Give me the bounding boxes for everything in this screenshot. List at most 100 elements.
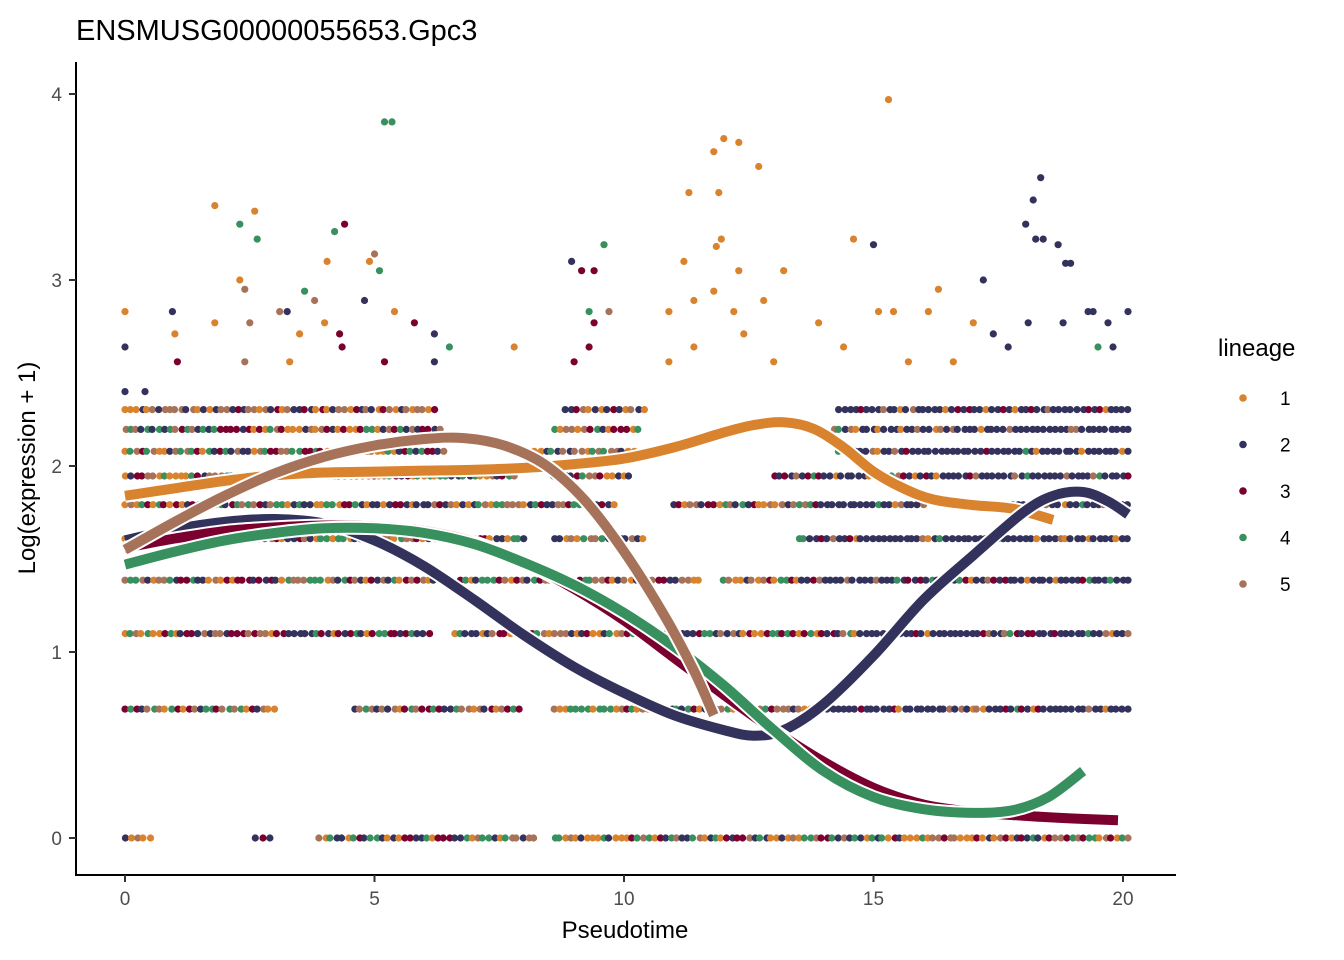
- data-point-lineage-1: [250, 425, 258, 433]
- data-point-lineage-3: [410, 319, 418, 327]
- data-point-lineage-2: [357, 630, 365, 638]
- data-point-lineage-2: [847, 406, 855, 414]
- data-point-lineage-5: [972, 705, 980, 713]
- data-point-lineage-5: [1006, 425, 1014, 433]
- data-point-lineage-1: [121, 472, 129, 480]
- data-point-lineage-5: [419, 576, 428, 584]
- data-point-lineage-1: [715, 189, 723, 197]
- data-point-lineage-4: [514, 535, 522, 543]
- data-point-lineage-2: [306, 535, 314, 543]
- data-point-lineage-4: [323, 501, 331, 509]
- data-point-lineage-2: [1039, 705, 1047, 713]
- data-point-lineage-1: [178, 501, 186, 509]
- data-point-lineage-2: [886, 535, 894, 543]
- data-point-lineage-2: [999, 425, 1007, 433]
- data-point-lineage-2: [1117, 406, 1126, 414]
- data-point-lineage-2: [374, 576, 382, 584]
- data-point-lineage-2: [1062, 259, 1070, 267]
- data-point-lineage-4: [288, 447, 296, 455]
- data-point-lineage-1: [969, 319, 977, 327]
- data-point-lineage-4: [373, 834, 381, 842]
- data-point-lineage-2: [924, 447, 932, 455]
- data-point-lineage-5: [598, 576, 606, 584]
- data-point-lineage-1: [739, 630, 747, 638]
- data-point-lineage-1: [166, 501, 174, 509]
- data-point-lineage-1: [990, 834, 998, 842]
- data-point-lineage-5: [554, 501, 562, 509]
- data-point-lineage-5: [1051, 834, 1059, 842]
- data-point-lineage-2: [1057, 425, 1065, 433]
- data-point-lineage-2: [137, 425, 145, 433]
- data-point-lineage-1: [236, 276, 244, 284]
- data-point-lineage-2: [440, 705, 448, 713]
- data-point-lineage-2: [1007, 705, 1015, 713]
- data-point-lineage-1: [204, 576, 212, 584]
- data-point-lineage-2: [1024, 319, 1032, 327]
- data-point-lineage-3: [610, 406, 618, 414]
- data-point-lineage-2: [885, 501, 893, 509]
- data-point-lineage-4: [155, 425, 164, 433]
- data-point-lineage-2: [1124, 705, 1132, 713]
- data-point-lineage-2: [121, 388, 129, 396]
- data-point-lineage-1: [665, 308, 673, 316]
- data-point-lineage-4: [893, 576, 901, 584]
- data-point-lineage-4: [784, 630, 792, 638]
- data-point-lineage-2: [836, 472, 845, 480]
- data-point-lineage-2: [841, 406, 849, 414]
- data-point-lineage-5: [1057, 834, 1065, 842]
- data-point-lineage-1: [589, 705, 597, 713]
- data-point-lineage-2: [872, 705, 881, 713]
- data-point-lineage-1: [694, 576, 702, 584]
- y-tick-label: 4: [51, 85, 62, 106]
- data-point-lineage-5: [591, 576, 599, 584]
- data-point-lineage-2: [461, 630, 469, 638]
- data-point-lineage-4: [396, 425, 404, 433]
- data-point-lineage-1: [255, 406, 263, 414]
- data-point-lineage-2: [1046, 576, 1054, 584]
- data-point-lineage-5: [134, 834, 142, 842]
- data-point-lineage-2: [161, 425, 169, 433]
- data-point-lineage-5: [315, 834, 323, 842]
- data-point-lineage-1: [1032, 447, 1040, 455]
- data-point-lineage-3: [400, 705, 409, 713]
- data-point-lineage-2: [1051, 535, 1059, 543]
- data-point-lineage-3: [251, 630, 259, 638]
- data-point-lineage-2: [841, 425, 849, 433]
- data-point-lineage-5: [277, 447, 285, 455]
- data-point-lineage-3: [940, 834, 948, 842]
- data-point-lineage-5: [256, 630, 264, 638]
- data-point-lineage-1: [701, 834, 709, 842]
- data-point-lineage-2: [835, 406, 843, 414]
- data-point-lineage-2: [994, 472, 1002, 480]
- data-point-lineage-3: [368, 630, 376, 638]
- data-point-lineage-1: [363, 501, 371, 509]
- data-point-lineage-4: [301, 287, 309, 295]
- data-point-lineage-1: [556, 705, 564, 713]
- data-point-lineage-2: [924, 705, 932, 713]
- data-point-lineage-3: [1028, 630, 1037, 638]
- data-point-lineage-2: [367, 406, 375, 414]
- data-point-lineage-5: [591, 535, 599, 543]
- data-point-lineage-2: [1037, 174, 1045, 182]
- data-point-lineage-1: [329, 535, 337, 543]
- data-point-lineage-1: [193, 406, 202, 414]
- data-point-lineage-5: [562, 630, 570, 638]
- data-point-lineage-1: [681, 501, 689, 509]
- data-point-lineage-1: [760, 296, 768, 305]
- data-point-lineage-2: [396, 630, 404, 638]
- data-point-lineage-2: [1022, 220, 1030, 228]
- data-point-lineage-1: [770, 358, 778, 366]
- data-point-lineage-3: [513, 576, 521, 584]
- data-point-lineage-2: [1039, 235, 1047, 243]
- data-point-lineage-2: [840, 705, 848, 713]
- data-point-lineage-3: [781, 472, 789, 480]
- data-point-lineage-2: [778, 834, 786, 842]
- data-point-lineage-3: [503, 705, 512, 713]
- data-point-lineage-1: [680, 257, 688, 265]
- data-point-lineage-2: [498, 535, 506, 543]
- data-point-lineage-2: [338, 834, 346, 842]
- data-point-lineage-1: [690, 296, 698, 305]
- data-point-lineage-3: [379, 406, 387, 414]
- data-point-lineage-3: [159, 501, 167, 509]
